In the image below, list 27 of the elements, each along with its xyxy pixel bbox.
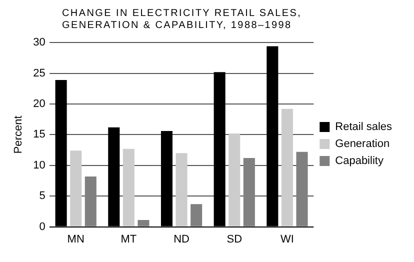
y-tick-label: 15 (33, 128, 46, 141)
bar (84, 176, 96, 226)
x-tick-label: ND (174, 233, 190, 246)
y-tick-label: 10 (33, 159, 46, 172)
bar (138, 220, 150, 226)
y-tick-label: 30 (33, 36, 46, 49)
x-tick-label: MN (67, 233, 84, 246)
y-axis-title: Percent (12, 116, 25, 154)
bar (296, 152, 308, 226)
bar (228, 133, 240, 226)
y-tick-label: 5 (39, 190, 46, 202)
bar (122, 148, 134, 226)
bar (190, 204, 202, 226)
y-tick-label: 0 (39, 220, 46, 233)
legend-label: Capability (335, 155, 384, 168)
x-tick-label: MT (120, 233, 137, 246)
y-tick-label: 20 (33, 98, 46, 110)
x-tick-label: SD (226, 233, 242, 246)
legend-label: Generation (335, 138, 390, 150)
bar (70, 150, 82, 226)
chart-title: CHANGE IN ELECTRICITY RETAIL SALES, GENERATION & CAPABILITY, 1988–1998 (62, 8, 303, 32)
bar (243, 158, 255, 226)
x-tick-label: WI (280, 233, 294, 246)
y-tick-label: 25 (33, 67, 46, 80)
bar (176, 153, 188, 226)
bar (281, 108, 293, 226)
legend-label: Retail sales (335, 121, 392, 134)
